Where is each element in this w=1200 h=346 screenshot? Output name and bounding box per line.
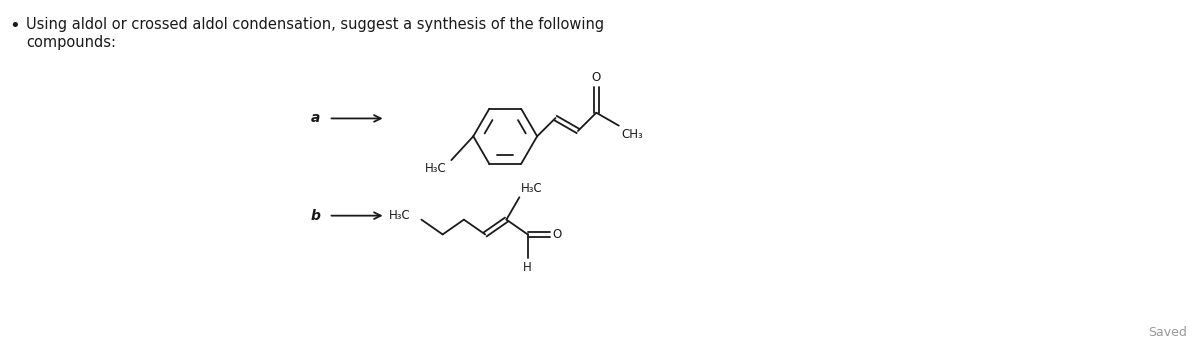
Text: O: O bbox=[552, 228, 562, 241]
Text: O: O bbox=[592, 71, 601, 84]
Text: b: b bbox=[311, 209, 320, 223]
Text: •: • bbox=[10, 17, 20, 35]
Text: Saved: Saved bbox=[1147, 326, 1187, 339]
Text: H₃C: H₃C bbox=[521, 182, 544, 195]
Text: CH₃: CH₃ bbox=[622, 128, 643, 140]
Text: a: a bbox=[311, 111, 320, 126]
Text: H₃C: H₃C bbox=[389, 209, 410, 222]
Text: Using aldol or crossed aldol condensation, suggest a synthesis of the following
: Using aldol or crossed aldol condensatio… bbox=[26, 17, 605, 50]
Text: H₃C: H₃C bbox=[425, 162, 446, 175]
Text: H: H bbox=[523, 261, 532, 274]
